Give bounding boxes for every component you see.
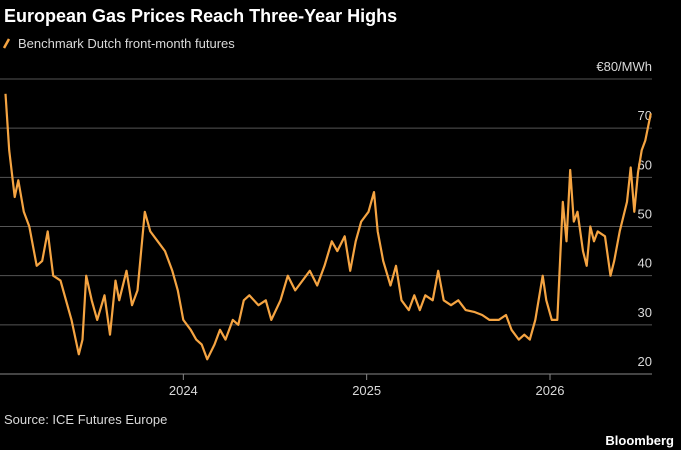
x-tick-label: 2026: [536, 383, 565, 398]
y-tick-label: 40: [638, 256, 652, 271]
x-tick-label: 2024: [169, 383, 198, 398]
chart-title: European Gas Prices Reach Three-Year Hig…: [4, 6, 397, 26]
legend-swatch: [2, 38, 11, 49]
y-tick-label: 20: [638, 354, 652, 369]
source: Source: ICE Futures Europe: [4, 412, 167, 427]
line: [4, 93, 652, 361]
y-tick-label: 70: [638, 108, 652, 123]
y-tick-label: €80/MWh: [596, 59, 652, 74]
y-tick-label: 50: [638, 207, 652, 222]
legend-label: Benchmark Dutch front-month futures: [18, 36, 235, 51]
y-tick-label: 30: [638, 305, 652, 320]
y-tick-label: 60: [638, 157, 652, 172]
brand: Bloomberg: [605, 433, 674, 448]
x-tick-label: 2025: [352, 383, 381, 398]
